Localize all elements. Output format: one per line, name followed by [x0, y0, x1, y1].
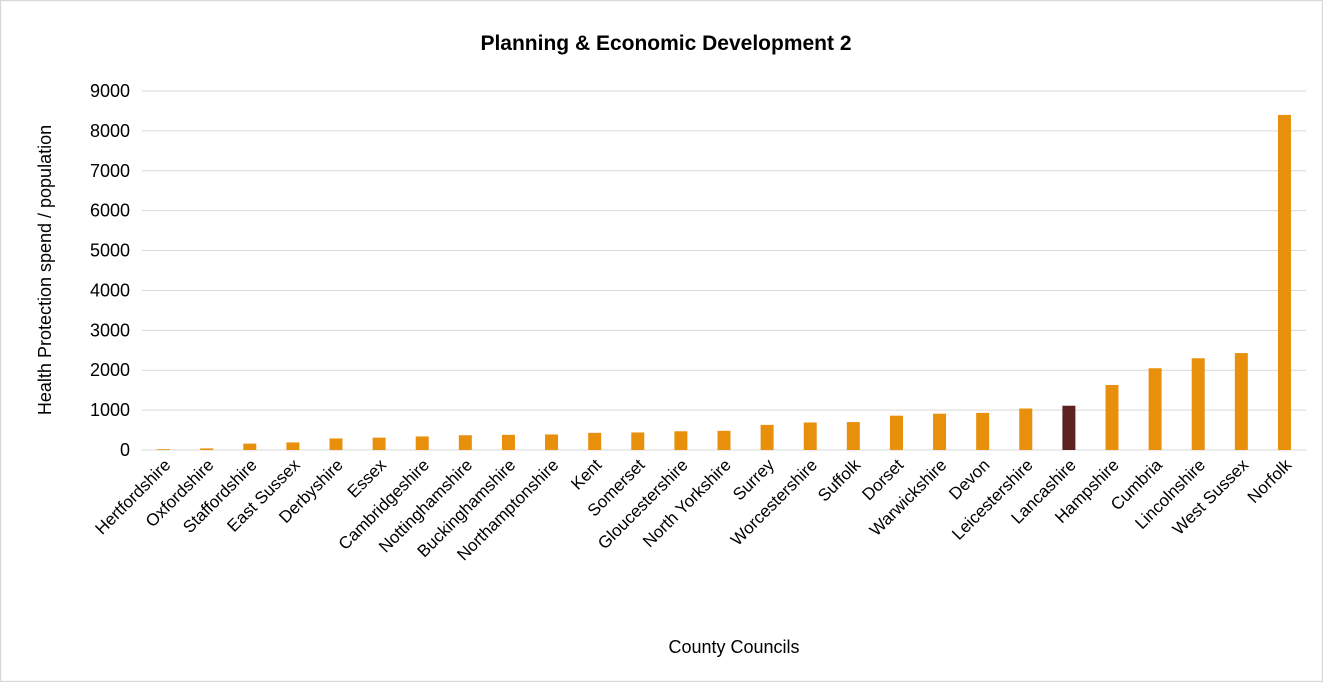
- bar-nottinghamshire: [458, 435, 472, 450]
- x-tick-label: West Sussex: [1169, 455, 1253, 539]
- bar-east-sussex: [286, 442, 300, 450]
- y-axis-title: Health Protection spend / population: [35, 125, 55, 415]
- x-axis-categories: HertfordshireOxfordshireStaffordshireEas…: [91, 455, 1295, 564]
- chart-title: Planning & Economic Development 2: [480, 32, 851, 55]
- bar-buckinghamshire: [501, 434, 515, 450]
- x-tick-label: Warwickshire: [866, 455, 950, 539]
- bar-leicestershire: [1019, 408, 1033, 450]
- bar-gloucestershire: [674, 431, 688, 450]
- bar-norfolk: [1277, 114, 1291, 450]
- bar-cumbria: [1148, 368, 1162, 450]
- bar-derbyshire: [329, 438, 343, 450]
- bar-surrey: [760, 424, 774, 450]
- bar-worcestershire: [803, 422, 817, 450]
- bar-hertfordshire: [157, 449, 171, 450]
- bar-lancashire: [1062, 405, 1076, 450]
- y-tick-label: 0: [120, 440, 130, 460]
- bar-north-yorkshire: [717, 430, 731, 450]
- y-tick-label: 3000: [90, 320, 130, 340]
- x-tick-label: Kent: [567, 455, 605, 493]
- bars: [157, 114, 1291, 450]
- y-tick-label: 2000: [90, 360, 130, 380]
- bar-suffolk: [846, 422, 860, 450]
- y-axis-ticks: 0 1000 2000 3000 4000 5000 6000 7000 8000 9000: [90, 81, 130, 460]
- gridlines: [142, 90, 1306, 451]
- bar-warwickshire: [933, 413, 947, 450]
- bar-cambridgeshire: [415, 436, 429, 450]
- x-tick-label: Norfolk: [1244, 455, 1296, 507]
- bar-oxfordshire: [200, 448, 214, 450]
- y-tick-label: 9000: [90, 81, 130, 101]
- bar-kent: [588, 432, 602, 450]
- bar-devon: [976, 412, 990, 450]
- y-tick-label: 7000: [90, 161, 130, 181]
- y-tick-label: 4000: [90, 280, 130, 300]
- bar-lincolnshire: [1191, 358, 1205, 450]
- bar-northamptonshire: [545, 434, 559, 450]
- bar-west-sussex: [1234, 353, 1248, 450]
- bar-essex: [372, 437, 386, 450]
- x-tick-label: Suffolk: [814, 455, 864, 505]
- y-tick-label: 6000: [90, 201, 130, 221]
- y-tick-label: 1000: [90, 400, 130, 420]
- bar-somerset: [631, 432, 645, 450]
- x-axis-title: County Councils: [668, 637, 799, 657]
- y-tick-label: 8000: [90, 121, 130, 141]
- bar-staffordshire: [243, 443, 257, 450]
- bar-dorset: [889, 415, 903, 450]
- bar-hampshire: [1105, 384, 1119, 450]
- y-tick-label: 5000: [90, 241, 130, 261]
